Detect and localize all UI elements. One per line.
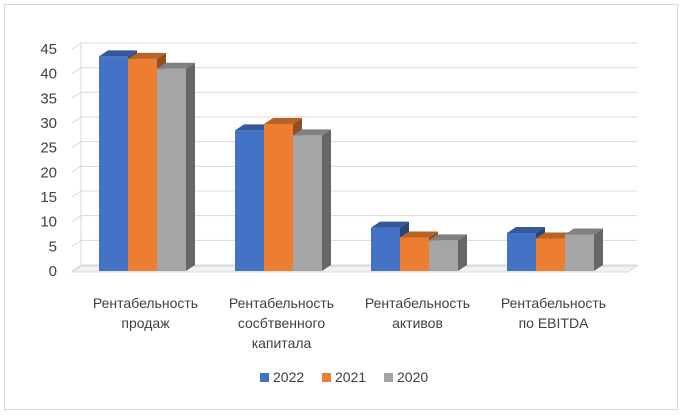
y-tick-label: 20 [40,164,57,181]
bar-top-2020 [157,62,195,69]
category-label: Рентабельность продаж [93,295,198,331]
bar-top-2021 [400,231,438,238]
bar-side-2020 [594,228,603,271]
bar-top-2021 [128,52,166,59]
chart-floor [70,265,639,273]
gridline [71,42,637,50]
bar-top-2020 [429,234,467,241]
legend-label-2021: 2021 [335,369,366,385]
bar-top-2021 [264,117,302,124]
category-label-line: Рентабельность [365,295,470,311]
y-tick-label: 40 [40,66,57,83]
y-tick-label: 25 [40,140,57,157]
category-label-line: Рентабельность [229,295,334,311]
category-label: Рентабельность сосбтвенного капитала [229,295,334,351]
legend-swatch-2021 [322,373,331,382]
bar-2020-cat1 [157,68,186,271]
y-tick-label: 0 [49,263,57,280]
bar-top-2022 [99,50,137,57]
legend-label-2022: 2022 [273,369,304,385]
bar-2021-cat2 [264,123,293,271]
bar-2022-cat3 [371,227,400,271]
category-label-line: капитала [252,335,312,351]
bar-2020-cat3 [429,240,458,271]
y-tick-label: 45 [40,41,57,58]
bar-2021-cat3 [400,237,429,271]
legend-swatch-2020 [384,373,393,382]
bar-top-2021 [536,232,574,239]
category-label-line: Рентабельность [501,295,606,311]
bar-side-2020 [458,234,467,271]
y-tick-label: 5 [49,238,57,255]
bar-top-2022 [371,221,409,228]
y-tick-label: 35 [40,90,57,107]
chart-frame: 0 5 10 15 20 25 30 35 40 45 Рентабельность продаж Ре… [4,4,678,410]
bar-top-2020 [293,129,331,136]
bar-2021-cat1 [128,58,157,271]
category-label-line: сосбтвенного [238,315,325,331]
bar-top-2022 [235,124,273,131]
y-tick-label: 10 [40,214,57,231]
bar-2022-cat2 [235,130,264,271]
bar-top-2020 [565,228,603,235]
y-tick-label: 30 [40,115,57,132]
bar-top-2022 [507,227,545,234]
bar-side-2020 [186,62,195,271]
bar-2022-cat1 [99,56,128,272]
category-label-line: продаж [121,315,170,331]
legend-label-2020: 2020 [397,369,428,385]
category-label-line: Рентабельность [93,295,198,311]
bar-2021-cat4 [536,238,565,271]
category-label: Рентабельность по EBITDA [501,295,606,331]
legend-swatch-2022 [260,373,269,382]
bar-2020-cat4 [565,234,594,271]
bar-side-2020 [322,129,331,271]
category-label: Рентабельность активов [365,295,470,331]
bar-2020-cat2 [293,135,322,271]
bar-2022-cat4 [507,233,536,271]
y-tick-label: 15 [40,189,57,206]
category-label-line: активов [392,315,443,331]
category-label-line: по EBITDA [519,315,589,331]
